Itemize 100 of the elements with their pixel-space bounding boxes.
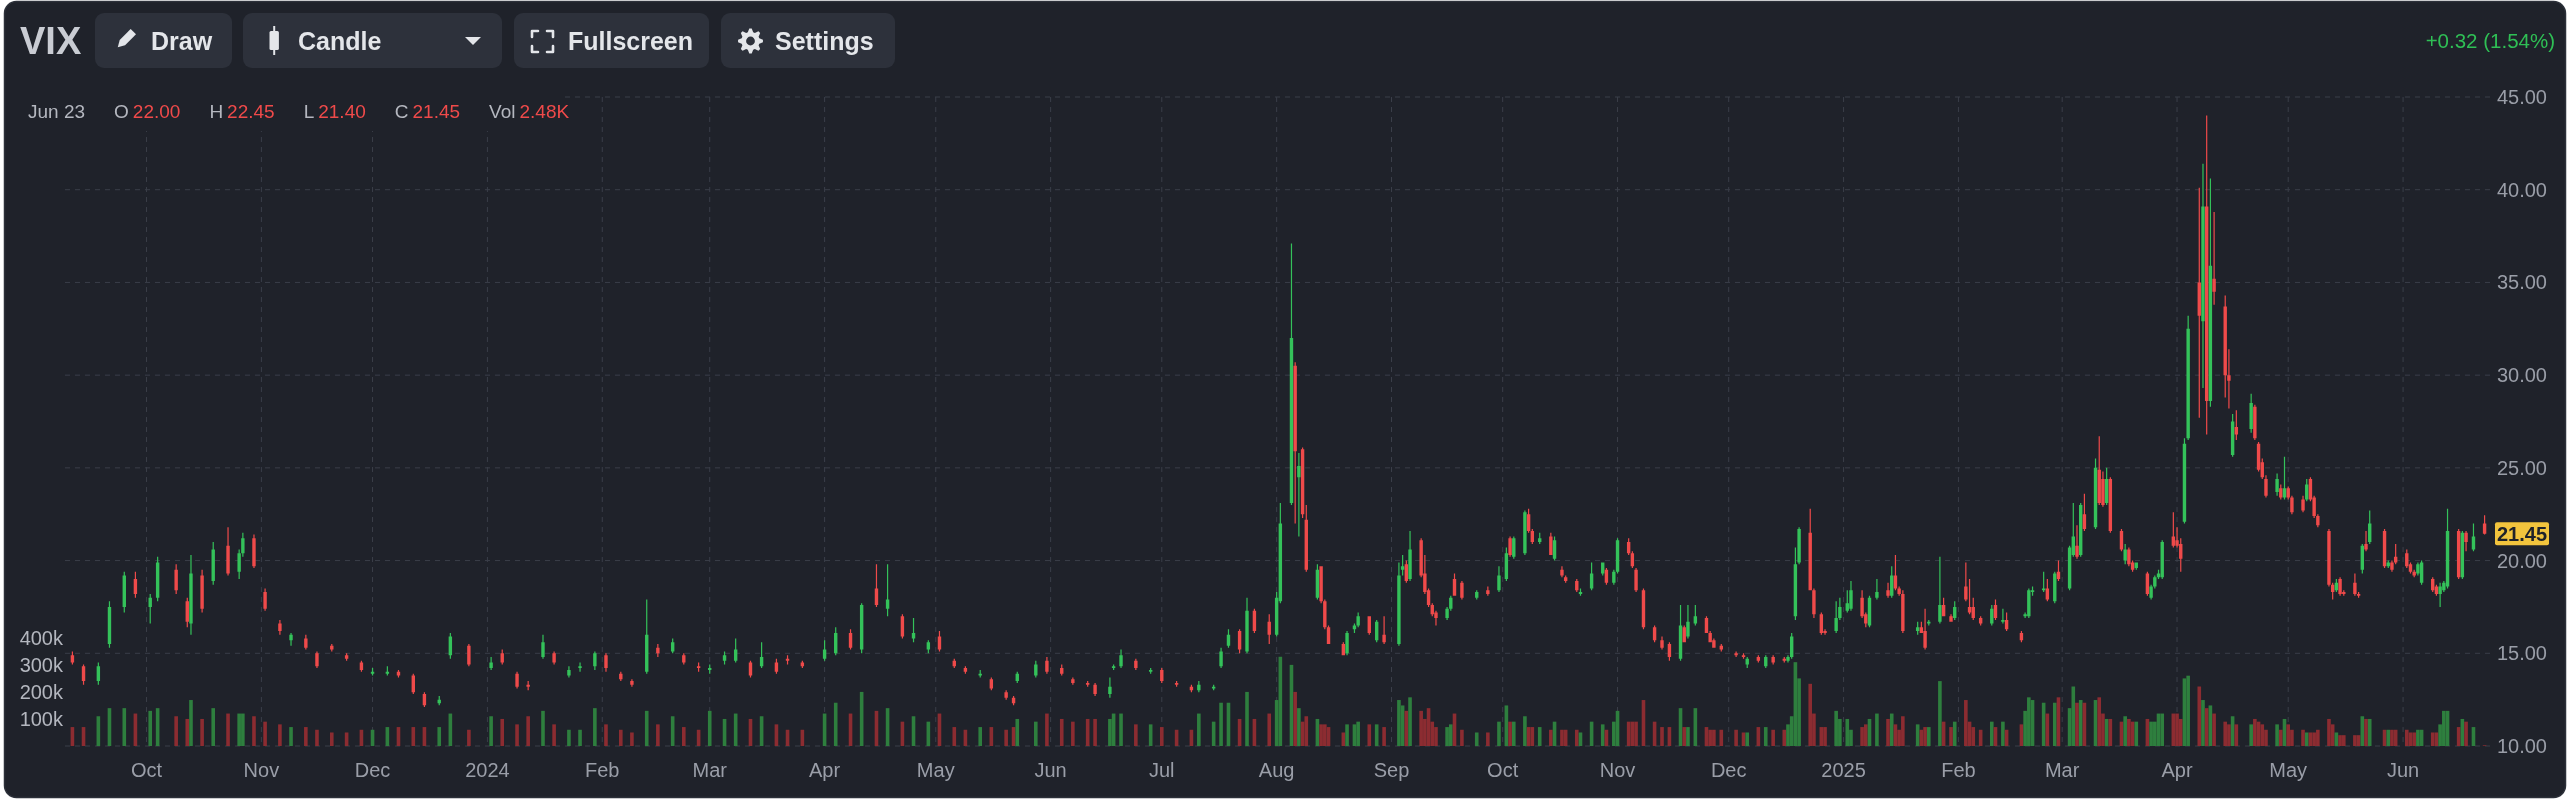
bar [2078,700,2083,746]
bar [2367,718,2372,746]
bar [2353,735,2357,746]
candlestick [1345,631,1349,656]
bar [1782,729,1787,746]
bar [952,727,957,746]
y-tick-label: 30.00 [2496,364,2547,387]
candlestick [1923,608,1927,650]
annotation: 22.45 [227,101,275,122]
candlestick [289,632,293,646]
annotation: L [303,101,315,122]
bar [2249,724,2253,746]
candlestick [1849,580,1853,611]
bar [1745,732,1750,746]
candlestick [2123,543,2127,565]
bar [1875,713,1879,746]
bar [315,729,319,746]
bar [237,713,241,746]
candlestick [1219,647,1223,669]
y-tick-label: 40.00 [2496,178,2547,201]
bar [2134,721,2139,746]
candlestick [189,555,193,635]
bar [1864,724,1868,746]
x-tick-label: Feb [1941,759,1976,781]
annotation: O [114,101,129,122]
bar [619,729,623,746]
bar [630,732,634,746]
bar [707,710,712,746]
annotation: Jun 23 [28,101,86,122]
x-tick-label: May [2269,759,2308,781]
y2-tick-label: 200k [19,680,64,703]
bar [1771,729,1775,746]
bar [2286,724,2291,746]
bar [1304,716,1309,746]
candlestick [200,569,204,613]
candlestick [1460,580,1464,600]
bar [2404,729,2409,746]
y-tick-label: 10.00 [2496,735,2547,757]
candlestick [1119,649,1123,669]
bar [1600,724,1605,746]
chart-title: VIX [20,20,82,62]
bar [1319,724,1323,746]
text: Draw [151,26,213,55]
candlestick [1245,597,1249,654]
bar [1719,729,1724,746]
bar [1686,727,1690,746]
x-tick-label: 2025 [1821,759,1866,781]
bar [1397,700,1401,746]
bar [1045,713,1049,746]
bar [1938,681,1942,746]
bar [1034,721,1038,746]
bar [1952,721,1957,746]
bar [1071,721,1075,746]
bar [2123,716,2127,746]
bar [2364,718,2368,746]
candlestick [2464,530,2468,552]
bar [2341,735,2346,746]
bar [122,708,127,746]
x-tick-label: Oct [130,759,163,781]
candlestick [541,634,545,659]
text: +0.32 (1.54%) [2425,29,2555,52]
x-tick-label: Jun [2386,759,2420,781]
bar [1560,729,1564,746]
bar [2316,729,2320,746]
candlestick [1634,567,1638,593]
text: Candle [298,26,382,55]
bar [526,716,530,746]
y-tick-label: 15.00 [2496,642,2547,665]
x-tick-label: Sep [1373,759,1410,781]
bar [329,732,334,746]
bar [2327,718,2331,746]
bar [2416,729,2420,746]
x-tick-label: 2024 [465,759,510,781]
bar [226,713,230,746]
candlestick [1660,636,1664,650]
bar [2279,729,2283,746]
bar [252,716,256,746]
bar [1408,697,1412,746]
bar [189,700,193,746]
x-tick-label: Aug [1258,759,1295,781]
text: Fullscreen [568,26,694,55]
bar [1886,718,1890,746]
bar [1923,727,1927,746]
x-tick-label: Mar [2044,759,2080,781]
x-tick-label: Feb [585,759,620,781]
bar [1537,727,1542,746]
bar [2338,735,2342,746]
bar [578,729,582,746]
bar [148,710,153,746]
bar [2253,718,2257,746]
candlestick [578,662,582,672]
bar [2301,729,2305,746]
bar [2071,686,2076,746]
bar [1734,729,1738,746]
candlestick [515,671,519,689]
x-tick-label: Oct [1487,759,1519,781]
candlestick [1938,556,1942,624]
candlestick [2201,163,2205,389]
bar [1159,727,1164,746]
candlestick [263,588,267,611]
